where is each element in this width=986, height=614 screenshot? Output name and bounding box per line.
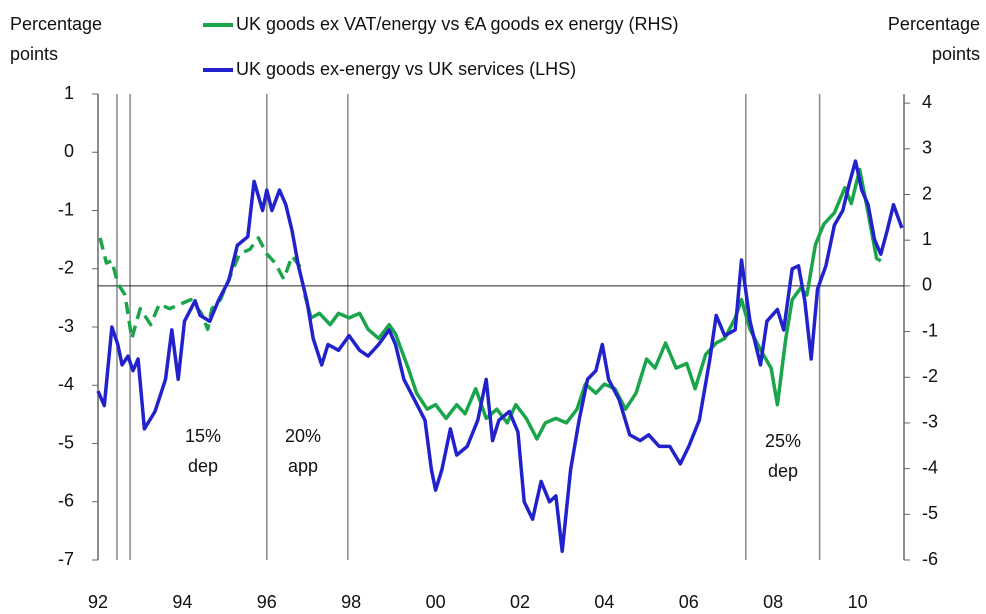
series-line — [98, 236, 303, 341]
y-tick-label: 1 — [64, 83, 74, 103]
x-tick-label: 92 — [88, 592, 108, 612]
y2-tick-label: -1 — [922, 320, 938, 340]
x-tick-label: 08 — [763, 592, 783, 612]
annotation: app — [288, 456, 318, 476]
annotation: 25% — [765, 431, 801, 451]
y-tick-label: 0 — [64, 141, 74, 161]
y-tick-label: -4 — [58, 374, 74, 394]
y2-label: points — [932, 44, 980, 64]
y2-tick-label: -6 — [922, 549, 938, 569]
y-tick-label: -3 — [58, 316, 74, 336]
y-label: points — [10, 44, 58, 64]
y-label: Percentage — [10, 14, 102, 34]
y2-tick-label: -4 — [922, 457, 938, 477]
y-tick-label: -1 — [58, 199, 74, 219]
y2-tick-label: -5 — [922, 503, 938, 523]
legend-label: UK goods ex VAT/energy vs €A goods ex en… — [236, 14, 679, 34]
y2-tick-label: 3 — [922, 138, 932, 158]
y2-tick-label: 2 — [922, 183, 932, 203]
y-tick-label: -5 — [58, 432, 74, 452]
y2-tick-label: 4 — [922, 92, 932, 112]
y-tick-label: -6 — [58, 491, 74, 511]
x-tick-label: 94 — [172, 592, 192, 612]
annotation: dep — [188, 456, 218, 476]
y2-tick-label: -3 — [922, 412, 938, 432]
annotation: 20% — [285, 426, 321, 446]
annotation: dep — [768, 461, 798, 481]
x-tick-label: 02 — [510, 592, 530, 612]
legend-label: UK goods ex-energy vs UK services (LHS) — [236, 59, 576, 79]
x-tick-label: 00 — [426, 592, 446, 612]
y2-tick-label: 1 — [922, 229, 932, 249]
y-tick-label: -7 — [58, 549, 74, 569]
y2-tick-label: 0 — [922, 275, 932, 295]
series-line — [303, 167, 882, 441]
y-tick-label: -2 — [58, 258, 74, 278]
x-tick-label: 10 — [848, 592, 868, 612]
annotation: 15% — [185, 426, 221, 446]
series-line — [96, 159, 904, 554]
y2-label: Percentage — [888, 14, 980, 34]
x-tick-label: 96 — [257, 592, 277, 612]
x-tick-label: 98 — [341, 592, 361, 612]
x-tick-label: 04 — [594, 592, 614, 612]
x-tick-label: 06 — [679, 592, 699, 612]
y2-tick-label: -2 — [922, 366, 938, 386]
